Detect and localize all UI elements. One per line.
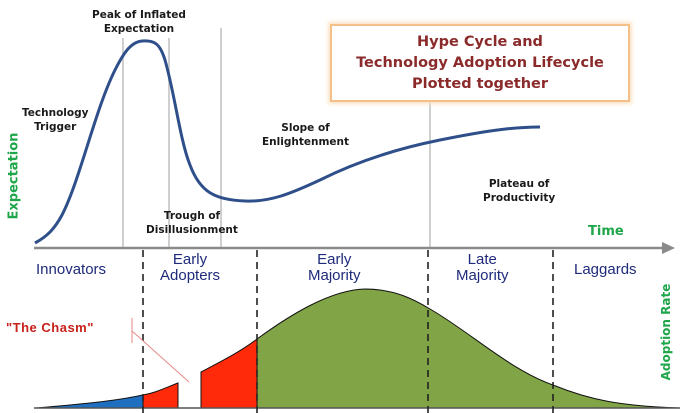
innovators-area xyxy=(35,394,144,409)
title-line-2: Technology Adoption Lifecycle xyxy=(356,54,604,71)
phase-label-line: Expectation xyxy=(103,23,175,35)
phase-label-line: Technology xyxy=(22,107,89,119)
y-axis-label-adoption-rate: Adoption Rate xyxy=(659,283,673,381)
segment-early-adopters: Early Adopters xyxy=(160,252,220,284)
segment-label-line: Adopters xyxy=(160,267,221,284)
segment-innovators: Innovators xyxy=(36,262,106,278)
phase-label-line: Productivity xyxy=(483,192,556,204)
phase-slope-of-enlightenment: Slope of Enlightenment xyxy=(262,121,349,149)
phase-label-line: Peak of Inflated xyxy=(92,9,186,21)
early-adopters-area-right xyxy=(200,337,258,409)
segment-early-majority: Early Majority xyxy=(308,252,361,284)
majority-laggards-area xyxy=(256,288,681,409)
segment-label-line: Early xyxy=(317,251,352,268)
phase-technology-trigger: Technology Trigger xyxy=(22,106,88,134)
segment-laggards: Laggards xyxy=(574,262,637,278)
segment-label-line: Late xyxy=(467,251,497,268)
segment-label-line: Majority xyxy=(308,267,361,284)
time-axis-arrowhead xyxy=(662,242,675,254)
segment-late-majority: Late Majority xyxy=(456,252,509,284)
segment-label-line: Majority xyxy=(456,267,509,284)
hype-cycle-curve xyxy=(34,39,541,245)
phase-trough-of-disillusionment: Trough of Disillusionment xyxy=(146,209,238,237)
phase-label-line: Enlightenment xyxy=(262,136,350,148)
segment-label-line: Laggards xyxy=(574,261,637,278)
segment-label-line: Innovators xyxy=(36,261,107,278)
title-line-1: Hype Cycle and xyxy=(417,33,543,50)
phase-plateau-of-productivity: Plateau of Productivity xyxy=(483,177,555,205)
phase-label-line: Slope of xyxy=(281,122,330,134)
phase-label-line: Plateau of xyxy=(488,178,550,190)
segment-dividers xyxy=(142,250,554,413)
title-line-3: Plotted together xyxy=(411,75,549,92)
x-axis-label-time: Time xyxy=(588,224,624,239)
chasm-pointer-line xyxy=(131,330,190,383)
phase-label-line: Disillusionment xyxy=(146,224,238,236)
diagram-title-box: Hype Cycle and Technology Adoption Lifec… xyxy=(330,24,630,102)
phase-label-line: Trigger xyxy=(34,121,77,133)
y-axis-label-expectation: Expectation xyxy=(6,132,22,220)
early-adopters-area-left xyxy=(142,382,179,409)
phase-peak-of-inflated-expectation: Peak of Inflated Expectation xyxy=(92,8,186,36)
chasm-label: "The Chasm" xyxy=(6,320,94,335)
segment-label-line: Early xyxy=(172,251,208,268)
phase-label-line: Trough of xyxy=(163,210,221,222)
